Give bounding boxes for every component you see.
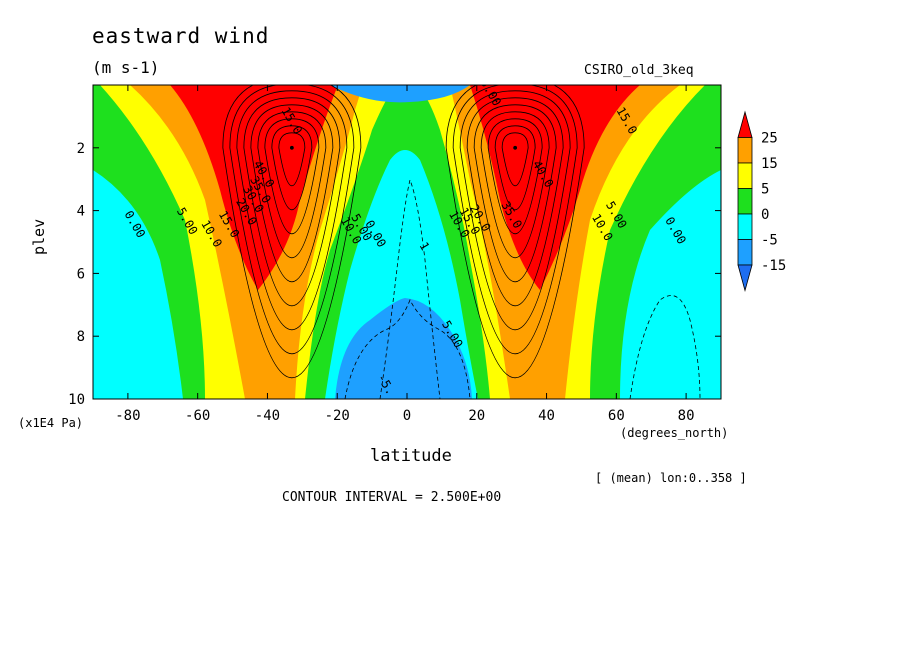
x-tick-label: -40 [255, 408, 280, 424]
contour-line-negative [379, 178, 441, 399]
contour-line [243, 97, 341, 307]
contour-interval: CONTOUR INTERVAL = 2.500E+00 [282, 490, 502, 505]
contour-line [264, 118, 320, 235]
colorbar-label: 0 [761, 207, 769, 223]
y-tick-label: 10 [68, 392, 85, 408]
contour-line [271, 125, 313, 211]
dataset-name: CSIRO_old_3keq [584, 63, 694, 78]
colorbar-swatch [737, 137, 753, 164]
y-tick-label: 8 [77, 329, 85, 345]
colorbar-label: 5 [761, 182, 769, 198]
jet-max-dot [513, 145, 518, 150]
colorbar-label: 15 [761, 156, 778, 172]
x-tick-label: 40 [538, 408, 555, 424]
contour-line [459, 90, 571, 331]
jet-max-dot [289, 145, 294, 150]
contour-line [278, 132, 306, 187]
contour-line [236, 90, 348, 331]
y-axis-label: plev [30, 218, 48, 255]
contour-line [473, 104, 557, 283]
region-gt-25-north [470, 85, 640, 290]
x-tick-label: -80 [115, 408, 140, 424]
x-tick-label: 0 [403, 408, 411, 424]
y-axis: 2 4 6 8 10 [68, 141, 721, 408]
region-neg15-neg5-bottom [335, 298, 472, 399]
contour-line [222, 85, 362, 379]
x-tick-label: 60 [608, 408, 625, 424]
colorbar-swatch [737, 188, 753, 215]
average-note: [ (mean) lon:0..358 ] [595, 471, 747, 485]
contour-labels: 15.040.035.030.020.015.010.05.000.00 10.0… [122, 85, 689, 397]
y-tick-label: 2 [77, 141, 85, 157]
contour-line [480, 111, 550, 259]
chart-units: (m s-1) [92, 58, 160, 77]
region-gt-25-south [170, 85, 338, 290]
contour-line [257, 111, 327, 259]
plot-area: 15.040.035.030.020.015.010.05.000.00 10.0… [93, 85, 721, 399]
colorbar-label: -5 [761, 233, 778, 249]
colorbar-label: 25 [761, 131, 778, 147]
y-tick-label: 6 [77, 266, 85, 282]
contour-line-negative [629, 295, 701, 399]
x-axis-units: (degrees_north) [620, 426, 729, 440]
colorbar-label: -15 [761, 258, 786, 274]
colorbar-swatch [737, 213, 753, 240]
x-axis: -80 -60 -40 -20 0 20 40 60 80 [115, 85, 695, 424]
colorbar-swatch [737, 264, 753, 293]
contour-line-negative [344, 299, 471, 399]
x-tick-label: 80 [678, 408, 695, 424]
contour-line [466, 97, 564, 307]
contour-line [250, 104, 334, 283]
colorbar: 25 15 5 0 -5 -15 [737, 110, 786, 293]
colorbar-swatch [737, 162, 753, 189]
contour-line [494, 125, 536, 211]
x-tick-label: -20 [325, 408, 350, 424]
contour-line [501, 132, 529, 187]
colorbar-swatch [737, 239, 753, 266]
region-neg15-neg5-top [330, 85, 470, 103]
y-tick-label: 4 [77, 204, 85, 220]
x-axis-label: latitude [370, 446, 452, 466]
contour-line [487, 118, 543, 235]
x-tick-label: -60 [185, 408, 210, 424]
y-axis-units: (x1E4 Pa) [18, 416, 84, 430]
colorbar-swatch [737, 110, 753, 138]
chart-title: eastward wind [92, 24, 270, 48]
x-tick-label: 20 [468, 408, 485, 424]
contour-line [445, 85, 585, 379]
